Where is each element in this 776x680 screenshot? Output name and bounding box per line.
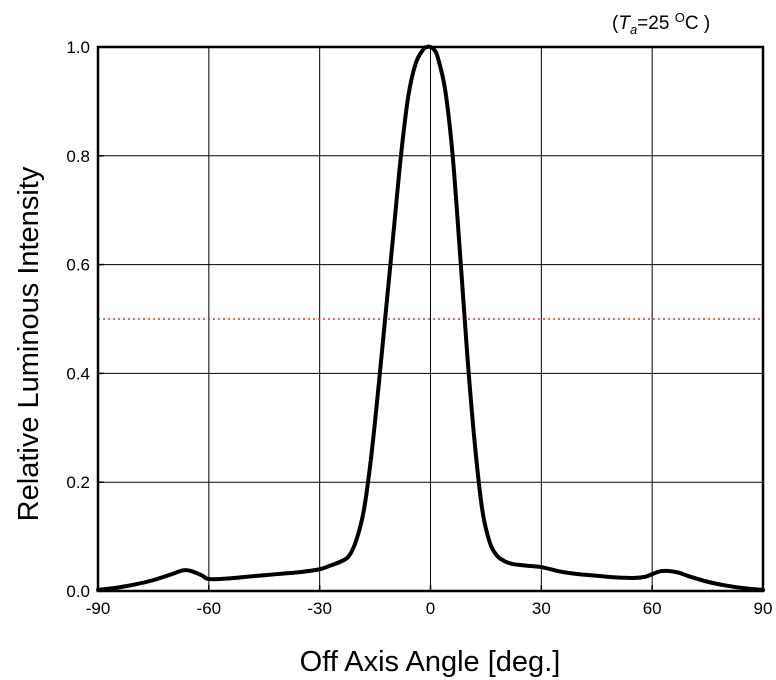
- x-axis-ticks: -90 -60 -30 0 30 60 90: [86, 585, 773, 618]
- y-tick-label: 0.4: [66, 364, 90, 383]
- x-tick-label: 0: [426, 599, 435, 618]
- y-tick-label: 0.0: [66, 582, 90, 601]
- temperature-condition: (Ta=25 OC ): [612, 10, 710, 37]
- y-axis-label: Relative Luminous Intensity: [13, 166, 45, 521]
- x-tick-label: -60: [197, 599, 222, 618]
- y-tick-label: 0.2: [66, 473, 90, 492]
- x-tick-label: -90: [86, 599, 111, 618]
- x-tick-label: 30: [532, 599, 551, 618]
- x-tick-label: 90: [754, 599, 773, 618]
- condition-degree-mark: O: [675, 10, 685, 25]
- intensity-curve: [96, 44, 765, 592]
- condition-open-paren: (: [612, 13, 619, 34]
- y-tick-label: 1.0: [66, 38, 90, 57]
- x-tick-label: 60: [643, 599, 662, 618]
- condition-value: =25: [637, 13, 675, 34]
- y-tick-label: 0.8: [66, 147, 90, 166]
- grid: [98, 47, 763, 591]
- x-tick-label: -30: [307, 599, 332, 618]
- condition-subscript: a: [630, 22, 637, 37]
- x-axis-label: Off Axis Angle [deg.]: [300, 646, 561, 678]
- y-axis-ticks: 0.0 0.2 0.4 0.6 0.8 1.0: [66, 38, 104, 601]
- y-tick-label: 0.6: [66, 256, 90, 275]
- condition-variable: T: [618, 13, 631, 34]
- condition-unit: C ): [685, 13, 710, 34]
